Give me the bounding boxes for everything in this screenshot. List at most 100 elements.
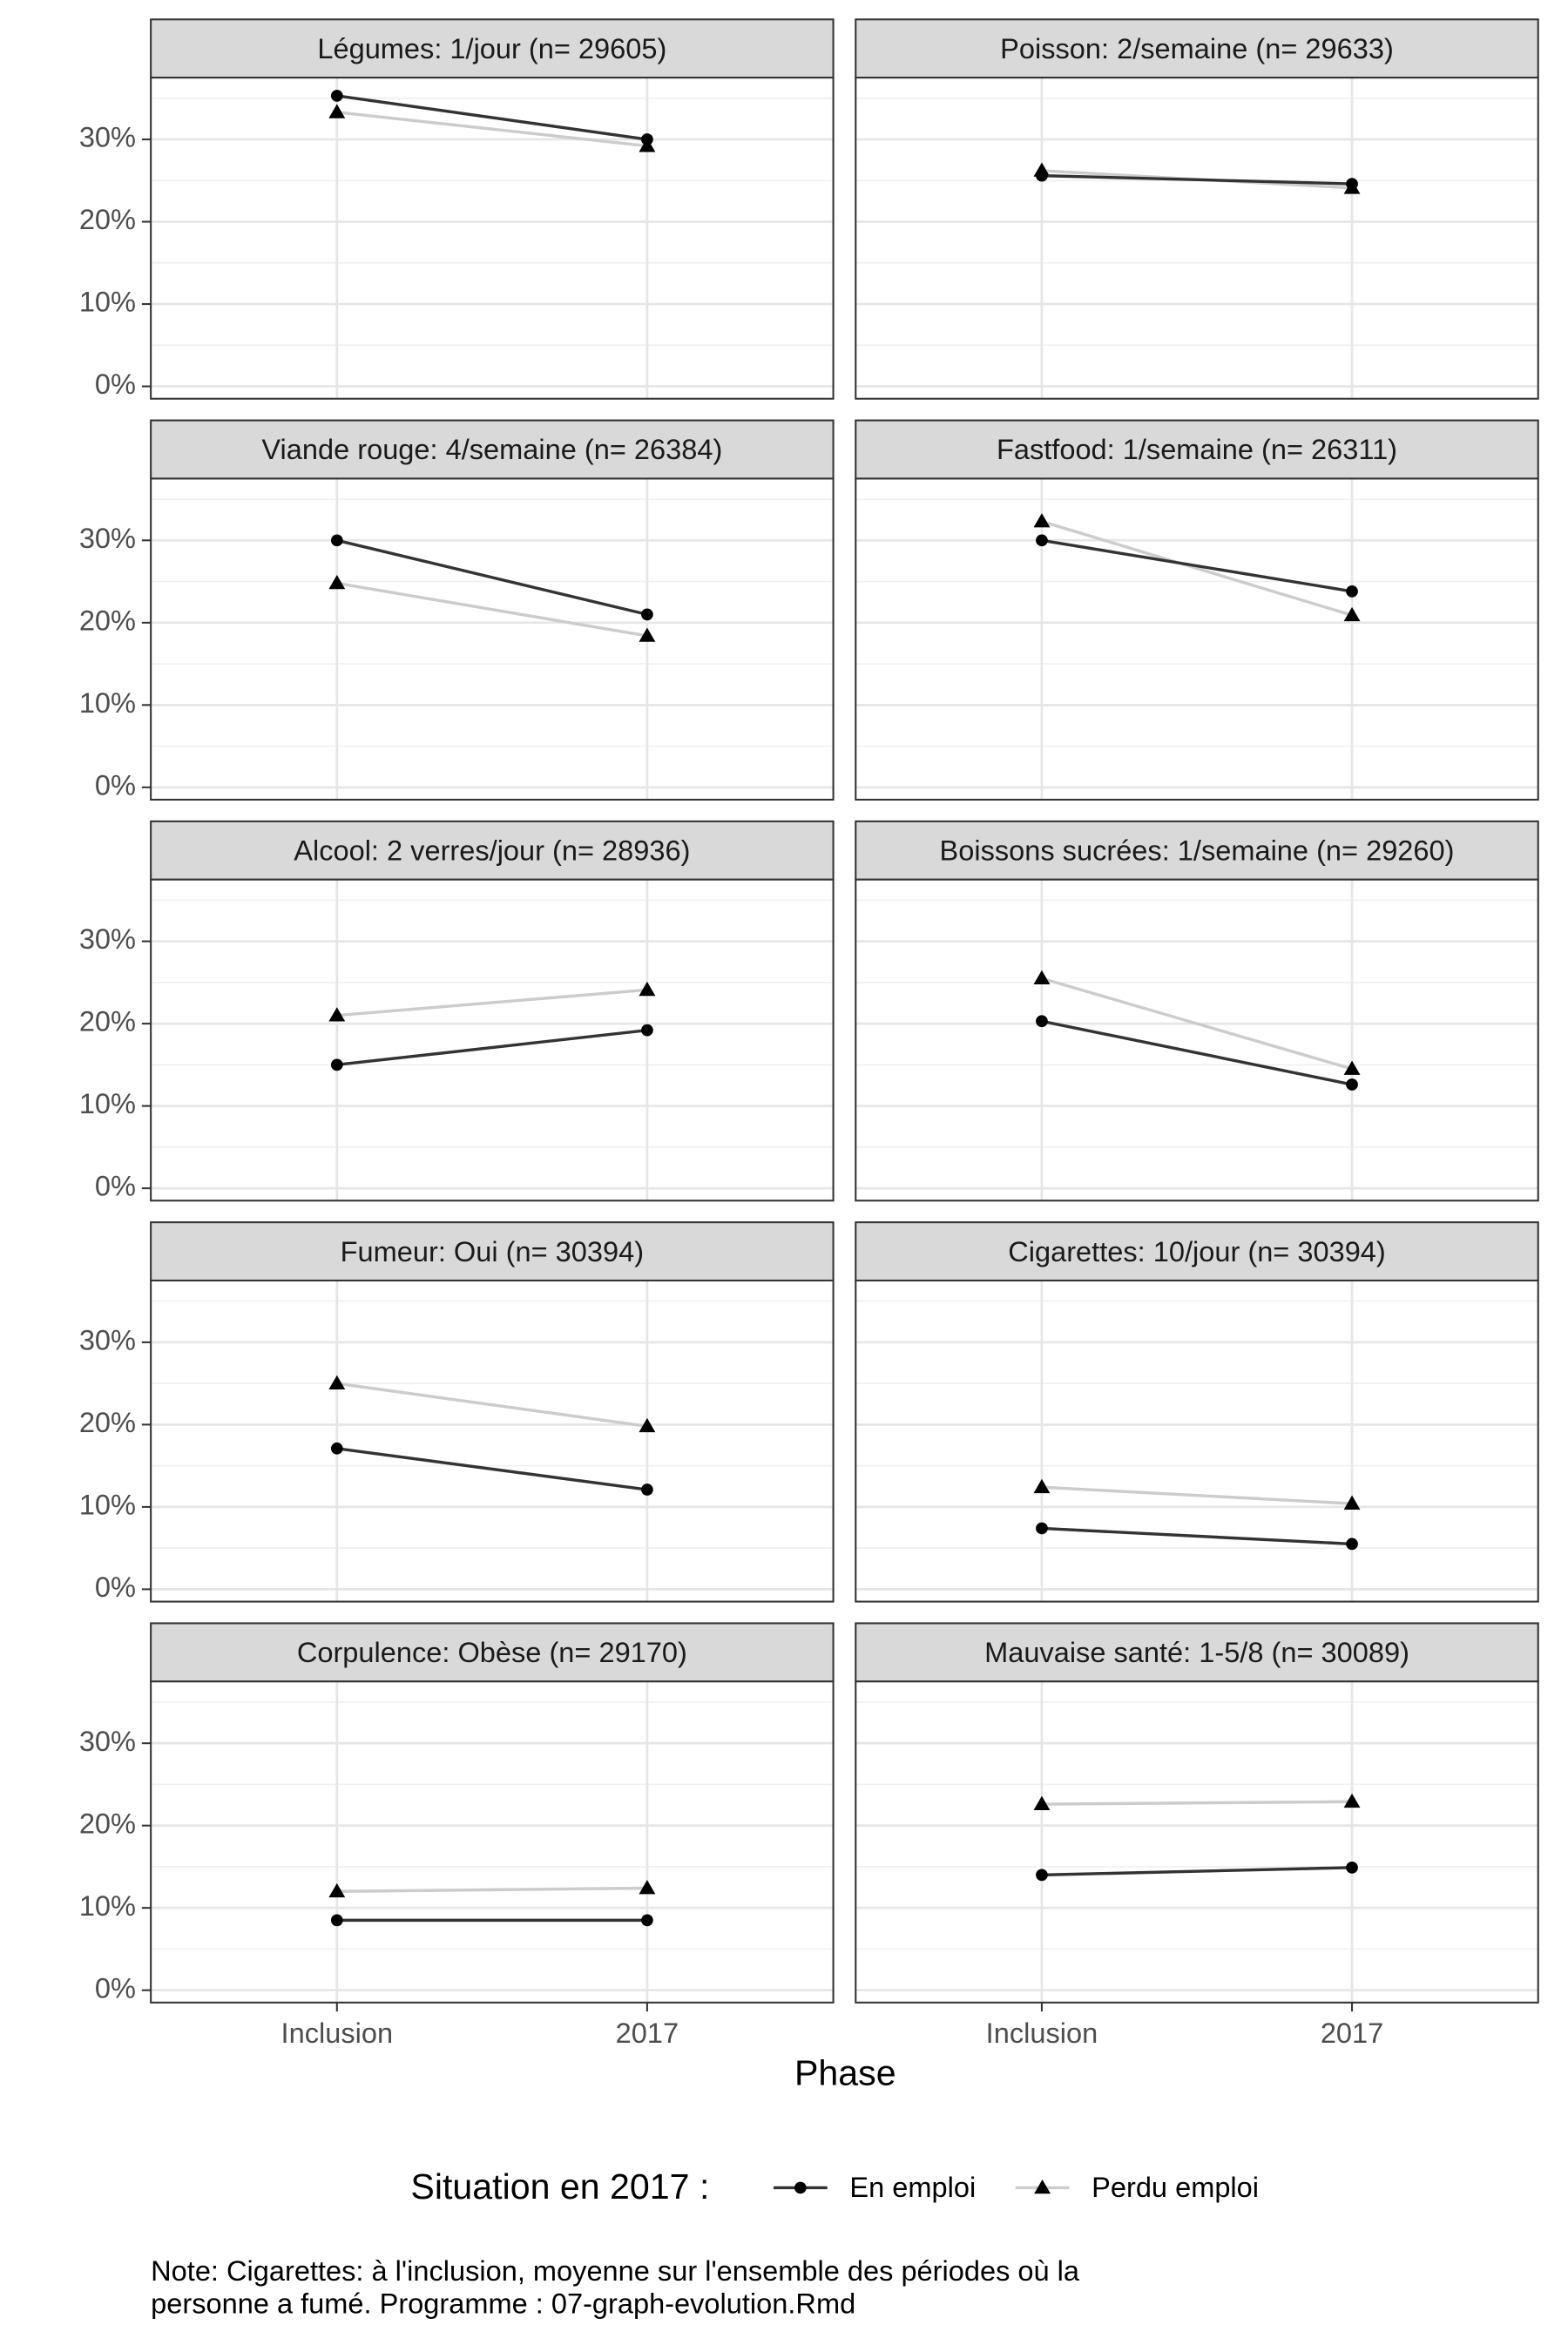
y-tick-label: 10% bbox=[79, 287, 136, 318]
strip bbox=[150, 1221, 835, 1282]
panel-border bbox=[150, 1680, 835, 2004]
y-tick-label: 0% bbox=[95, 769, 136, 801]
marker bbox=[1346, 585, 1358, 598]
y-tick-label: 0% bbox=[95, 1571, 136, 1603]
y-tick-label: 30% bbox=[79, 1726, 136, 1757]
strip-title: Mauvaise santé: 1-5/8 (n= 30089) bbox=[984, 1637, 1409, 1668]
marker bbox=[1033, 1795, 1051, 1810]
panel-border bbox=[855, 477, 1539, 801]
y-tick-label: 20% bbox=[79, 1006, 136, 1037]
y-tick-label: 0% bbox=[95, 1171, 136, 1202]
y-tick-label: 20% bbox=[79, 1407, 136, 1438]
marker bbox=[1033, 513, 1051, 528]
strip bbox=[150, 1622, 835, 1683]
series-line bbox=[336, 538, 648, 617]
series-line bbox=[336, 988, 648, 1017]
series-line bbox=[1041, 173, 1353, 186]
y-tick-label: 20% bbox=[79, 1808, 136, 1839]
marker bbox=[1343, 1793, 1361, 1808]
marker bbox=[328, 104, 346, 118]
panel bbox=[151, 1281, 834, 1602]
strip bbox=[855, 419, 1539, 480]
note-line: personne a fumé. Programme : 07-graph-ev… bbox=[151, 2288, 855, 2319]
series-line bbox=[1041, 1866, 1353, 1877]
y-tick-label: 20% bbox=[79, 605, 136, 636]
legend-title: Situation en 2017 : bbox=[410, 2166, 709, 2207]
strip bbox=[855, 1622, 1539, 1683]
panel-border bbox=[150, 1279, 835, 1603]
marker bbox=[328, 575, 346, 590]
series-line bbox=[336, 1447, 648, 1491]
marker bbox=[1346, 1078, 1358, 1091]
legend-key-marker bbox=[1034, 2180, 1051, 2194]
strip bbox=[855, 820, 1539, 881]
marker bbox=[1343, 1060, 1361, 1075]
y-tick-label: 10% bbox=[79, 1489, 136, 1520]
marker bbox=[641, 1024, 653, 1037]
y-tick-label: 10% bbox=[79, 1890, 136, 1922]
panel-border bbox=[150, 477, 835, 801]
legend-label: En emploi bbox=[849, 2172, 976, 2203]
panel bbox=[855, 1281, 1538, 1602]
strip-title: Fastfood: 1/semaine (n= 26311) bbox=[997, 434, 1397, 465]
x-tick-label: 2017 bbox=[616, 2017, 679, 2049]
marker bbox=[641, 133, 653, 145]
marker bbox=[328, 1882, 346, 1898]
strip-title: Poisson: 2/semaine (n= 29633) bbox=[1000, 33, 1394, 64]
strip-title: Viande rouge: 4/semaine (n= 26384) bbox=[261, 434, 722, 465]
marker bbox=[1033, 1478, 1051, 1494]
y-tick-label: 10% bbox=[79, 687, 136, 719]
marker bbox=[641, 1914, 653, 1927]
marker bbox=[330, 534, 343, 547]
panel-border bbox=[150, 77, 835, 400]
panel bbox=[151, 879, 834, 1201]
marker bbox=[639, 1880, 656, 1895]
y-tick-label: 30% bbox=[79, 122, 136, 153]
series-line bbox=[336, 581, 648, 638]
strip-title: Boissons sucrées: 1/semaine (n= 29260) bbox=[940, 835, 1455, 866]
marker bbox=[1036, 1869, 1048, 1882]
panel bbox=[855, 879, 1538, 1201]
marker bbox=[328, 1007, 346, 1022]
marker bbox=[1346, 1538, 1358, 1551]
marker bbox=[639, 627, 656, 642]
marker bbox=[641, 608, 653, 621]
panel-border bbox=[855, 878, 1539, 1202]
series-line bbox=[1041, 519, 1353, 617]
marker bbox=[639, 981, 656, 997]
series-line bbox=[336, 111, 648, 148]
marker bbox=[1036, 169, 1048, 182]
marker bbox=[641, 1484, 653, 1496]
legend-label: Perdu emploi bbox=[1092, 2172, 1259, 2203]
series-line bbox=[1041, 1485, 1353, 1505]
y-tick-label: 0% bbox=[95, 368, 136, 400]
strip-title: Légumes: 1/jour (n= 29605) bbox=[317, 33, 666, 64]
x-axis-title: Phase bbox=[794, 2053, 896, 2093]
x-tick-label: 2017 bbox=[1321, 2017, 1383, 2049]
note-line: Note: Cigarettes: à l'inclusion, moyenne… bbox=[151, 2255, 1080, 2287]
y-tick-label: 30% bbox=[79, 923, 136, 955]
panel bbox=[151, 1681, 834, 2003]
panel bbox=[855, 478, 1538, 800]
series-line bbox=[1041, 1526, 1353, 1546]
strip-title: Corpulence: Obèse (n= 29170) bbox=[297, 1637, 687, 1668]
marker bbox=[328, 1375, 346, 1389]
series-line bbox=[336, 1886, 647, 1893]
marker bbox=[1036, 1522, 1048, 1535]
marker bbox=[639, 1417, 656, 1433]
series-line bbox=[1041, 538, 1353, 593]
panel-border bbox=[150, 878, 835, 1202]
panel bbox=[855, 78, 1538, 399]
marker bbox=[330, 1058, 343, 1071]
panel-border bbox=[855, 1680, 1539, 2004]
strip-title: Fumeur: Oui (n= 30394) bbox=[341, 1236, 644, 1267]
marker bbox=[1343, 606, 1361, 622]
strip-title: Cigarettes: 10/jour (n= 30394) bbox=[1008, 1236, 1386, 1267]
y-tick-label: 0% bbox=[95, 1972, 136, 2004]
x-tick-label: Inclusion bbox=[986, 2017, 1098, 2049]
panel-border bbox=[855, 1279, 1539, 1603]
marker bbox=[1036, 1015, 1048, 1028]
x-tick-label: Inclusion bbox=[281, 2017, 394, 2049]
strip bbox=[855, 18, 1539, 79]
